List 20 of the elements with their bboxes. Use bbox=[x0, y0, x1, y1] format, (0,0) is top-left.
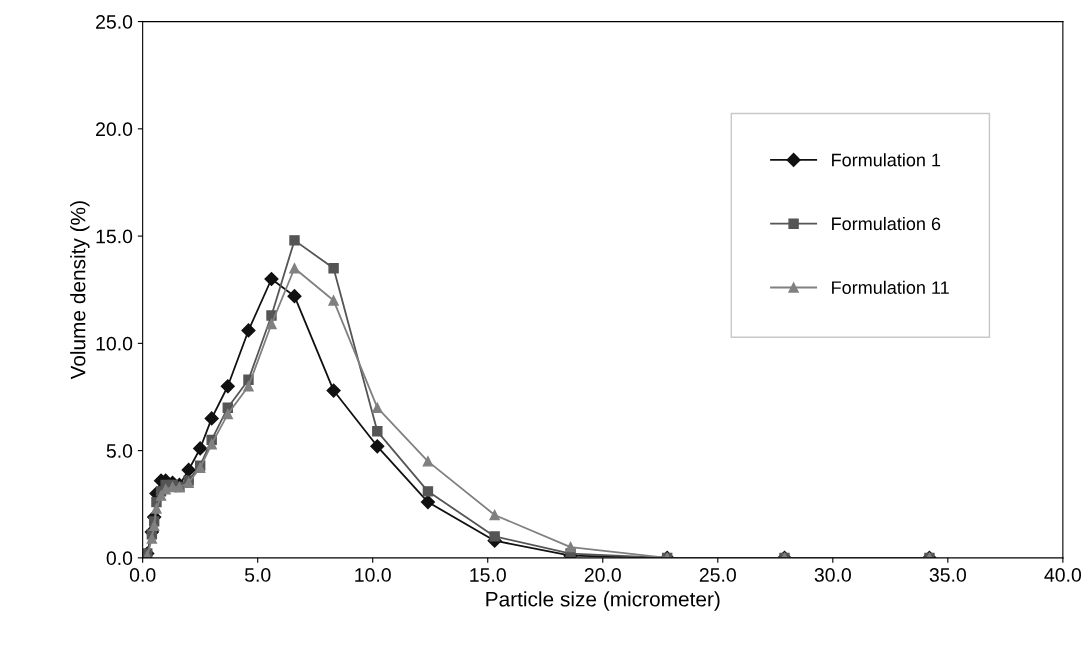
x-tick-label: 30.0 bbox=[814, 568, 851, 582]
x-tick-label: 15.0 bbox=[470, 568, 506, 582]
y-tick-label: 5.0 bbox=[106, 444, 133, 458]
legend-label: Formulation 6 bbox=[832, 216, 941, 231]
y-tick-label: 25.0 bbox=[96, 15, 133, 29]
x-tick-label: 10.0 bbox=[355, 568, 391, 582]
y-tick-label: 0.0 bbox=[106, 551, 133, 566]
x-tick-label: 40.0 bbox=[1044, 568, 1082, 582]
legend-label: Formulation 1 bbox=[832, 153, 941, 167]
x-axis-title: Particle size (micrometer) bbox=[486, 591, 720, 611]
x-tick-label: 20.0 bbox=[584, 568, 621, 582]
y-tick-label: 15.0 bbox=[96, 229, 133, 244]
y-tick-label: 20.0 bbox=[96, 122, 133, 137]
y-tick-label: 10.0 bbox=[96, 336, 133, 351]
x-tick-label: 5.0 bbox=[244, 568, 271, 582]
legend-label: Formulation 11 bbox=[832, 280, 949, 294]
x-tick-label: 0.0 bbox=[129, 568, 156, 582]
y-axis-title: Volume density (%) bbox=[70, 201, 90, 380]
x-tick-label: 35.0 bbox=[929, 568, 966, 582]
x-tick-label: 25.0 bbox=[699, 568, 736, 582]
